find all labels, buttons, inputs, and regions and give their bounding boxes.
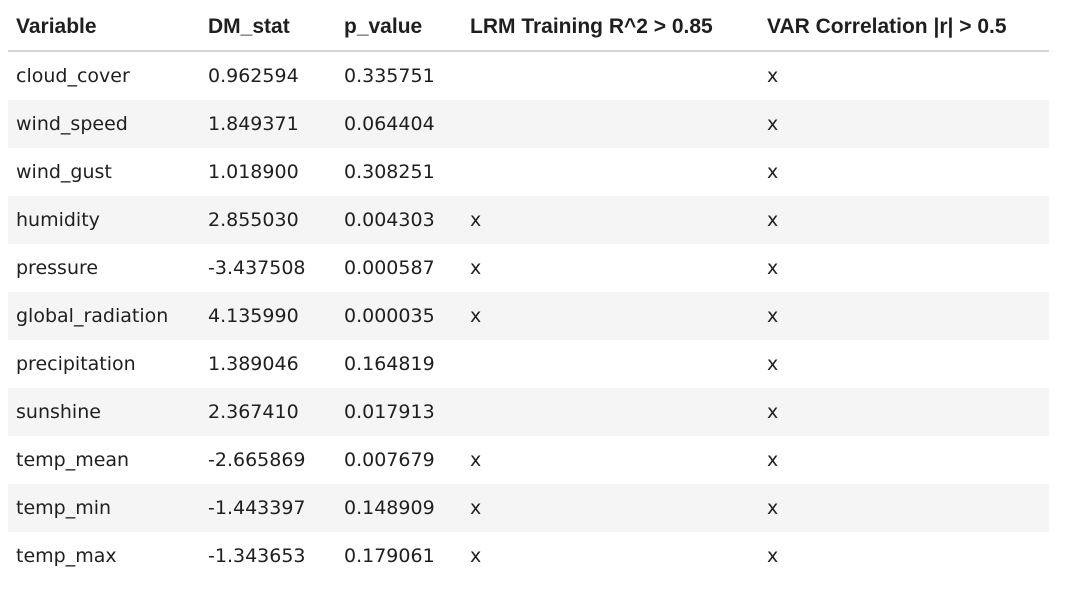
- table-row: temp_min -1.443397 0.148909 x x: [8, 484, 1049, 532]
- cell-dm-stat: 1.389046: [208, 353, 299, 375]
- cell-variable: precipitation: [16, 353, 136, 375]
- cell-variable: global_radiation: [8, 292, 200, 340]
- cell-p-value: 0.004303: [336, 196, 462, 244]
- cell-p-value: 0.148909: [336, 484, 462, 532]
- cell-var-correlation: x: [767, 257, 779, 279]
- table-row: temp_max -1.343653 0.179061 x x: [8, 532, 1049, 580]
- cell-lrm-training: x: [462, 484, 759, 532]
- cell-var-correlation: x: [759, 196, 1049, 244]
- table-row: pressure -3.437508 0.000587 x x: [8, 244, 1049, 292]
- column-header-p-value: p_value: [336, 4, 462, 52]
- cell-var-correlation: x: [759, 484, 1049, 532]
- table-header-row: Variable DM_stat p_value LRM Training R^…: [8, 4, 1049, 52]
- cell-var-correlation: x: [767, 161, 779, 183]
- column-header-variable: Variable: [8, 4, 200, 52]
- cell-lrm-training: [462, 340, 759, 388]
- cell-lrm-training: [462, 388, 759, 436]
- cell-lrm-training: x: [470, 545, 482, 567]
- table-row: cloud_cover 0.962594 0.335751 x: [8, 51, 1049, 100]
- cell-dm-stat: 0.962594: [208, 65, 299, 87]
- table-row: wind_gust 1.018900 0.308251 x: [8, 148, 1049, 196]
- column-header-dm-stat: DM_stat: [200, 4, 336, 52]
- cell-var-correlation: x: [767, 449, 779, 471]
- cell-dm-stat: -2.665869: [208, 449, 306, 471]
- results-table: Variable DM_stat p_value LRM Training R^…: [8, 4, 1049, 580]
- cell-p-value: 0.000587: [344, 257, 435, 279]
- cell-p-value: 0.308251: [344, 161, 435, 183]
- cell-p-value: 0.017913: [336, 388, 462, 436]
- cell-p-value: 0.335751: [344, 65, 435, 87]
- cell-dm-stat: 2.855030: [200, 196, 336, 244]
- table-row: sunshine 2.367410 0.017913 x: [8, 388, 1049, 436]
- cell-p-value: 0.064404: [336, 100, 462, 148]
- cell-var-correlation: x: [767, 65, 779, 87]
- cell-var-correlation: x: [759, 100, 1049, 148]
- cell-var-correlation: x: [767, 545, 779, 567]
- cell-variable: humidity: [8, 196, 200, 244]
- cell-var-correlation: x: [767, 353, 779, 375]
- column-header-var-correlation: VAR Correlation |r| > 0.5: [759, 4, 1049, 52]
- cell-variable: wind_speed: [8, 100, 200, 148]
- column-header-lrm-training: LRM Training R^2 > 0.85: [462, 4, 759, 52]
- cell-p-value: 0.007679: [344, 449, 435, 471]
- cell-dm-stat: 4.135990: [200, 292, 336, 340]
- cell-var-correlation: x: [759, 388, 1049, 436]
- cell-p-value: 0.164819: [344, 353, 435, 375]
- cell-lrm-training: x: [470, 449, 482, 471]
- cell-p-value: 0.179061: [344, 545, 435, 567]
- cell-lrm-training: [462, 100, 759, 148]
- table-row: global_radiation 4.135990 0.000035 x x: [8, 292, 1049, 340]
- table-row: precipitation 1.389046 0.164819 x: [8, 340, 1049, 388]
- cell-lrm-training: [462, 51, 759, 100]
- cell-variable: cloud_cover: [16, 65, 130, 87]
- cell-lrm-training: x: [470, 257, 482, 279]
- table-row: temp_mean -2.665869 0.007679 x x: [8, 436, 1049, 484]
- cell-lrm-training: x: [462, 196, 759, 244]
- cell-p-value: 0.000035: [336, 292, 462, 340]
- cell-dm-stat: -1.443397: [200, 484, 336, 532]
- cell-dm-stat: 1.018900: [208, 161, 299, 183]
- cell-lrm-training: x: [462, 292, 759, 340]
- table-row: wind_speed 1.849371 0.064404 x: [8, 100, 1049, 148]
- cell-dm-stat: 2.367410: [200, 388, 336, 436]
- cell-variable: pressure: [16, 257, 99, 279]
- cell-variable: temp_min: [8, 484, 200, 532]
- cell-var-correlation: x: [759, 292, 1049, 340]
- cell-variable: wind_gust: [16, 161, 112, 183]
- cell-dm-stat: 1.849371: [200, 100, 336, 148]
- cell-variable: temp_max: [16, 545, 117, 567]
- cell-variable: temp_mean: [16, 449, 130, 471]
- table-row: humidity 2.855030 0.004303 x x: [8, 196, 1049, 244]
- cell-dm-stat: -1.343653: [208, 545, 306, 567]
- cell-variable: sunshine: [8, 388, 200, 436]
- cell-dm-stat: -3.437508: [208, 257, 306, 279]
- results-table-container: Variable DM_stat p_value LRM Training R^…: [8, 4, 1049, 580]
- cell-lrm-training: [462, 148, 759, 196]
